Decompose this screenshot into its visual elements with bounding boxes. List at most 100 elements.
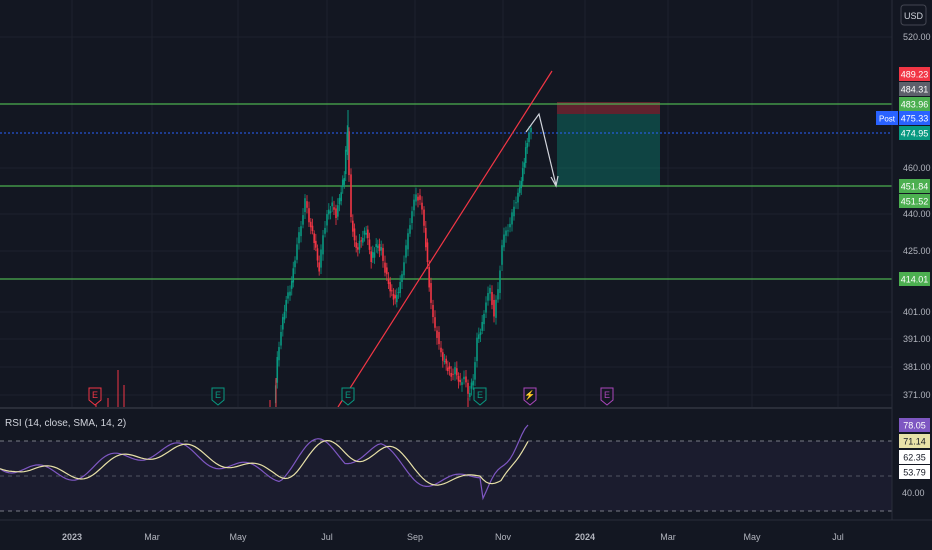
candle-body — [386, 267, 388, 275]
earnings-marker[interactable]: E — [341, 387, 355, 406]
time-axis-label: May — [743, 532, 761, 542]
rsi-badge: 78.05 — [899, 418, 930, 432]
candle-body — [515, 202, 517, 204]
candle-body — [283, 311, 286, 320]
rsi-badge-bg — [899, 450, 930, 464]
currency-button[interactable]: USD — [900, 4, 927, 26]
candle-body — [448, 366, 451, 369]
candle-body — [290, 280, 293, 289]
candle-body — [280, 331, 282, 346]
candle-body — [442, 352, 444, 361]
candle-body — [489, 287, 491, 294]
candle-body — [289, 291, 291, 296]
candle-body — [292, 268, 295, 283]
horizontal-levels[interactable] — [0, 103, 892, 280]
candle-body — [511, 212, 513, 225]
rsi-title[interactable]: RSI (14, close, SMA, 14, 2) — [5, 418, 126, 429]
time-axis: 2023 Mar May Jul Sep Nov 2024 Mar May Jul — [62, 532, 844, 542]
candle-body — [407, 233, 409, 250]
rsi-badge-value: 62.35 — [903, 453, 926, 463]
candle-body — [457, 375, 460, 382]
candle-body — [450, 372, 452, 377]
candle-body — [396, 294, 398, 303]
candle-body — [350, 174, 352, 218]
marker-label: E — [92, 390, 98, 400]
candle-body — [353, 228, 356, 241]
candle-body — [394, 295, 396, 299]
projection-arrow[interactable] — [525, 112, 557, 186]
candle-body — [403, 262, 405, 276]
trend-line[interactable] — [337, 70, 553, 408]
candle-body — [294, 260, 296, 268]
candle-body — [409, 225, 411, 234]
earnings-marker[interactable]: ⚡ — [523, 387, 537, 406]
time-axis-label: Sep — [407, 532, 423, 542]
candle-body — [401, 274, 403, 283]
time-axis-background[interactable] — [0, 520, 932, 550]
candle-body — [434, 317, 436, 328]
candle-body — [340, 192, 342, 202]
time-axis-label: Jul — [321, 532, 333, 542]
candle-body — [322, 235, 324, 255]
candle-body — [338, 197, 341, 205]
candle-body — [478, 334, 480, 339]
candle-body — [391, 290, 393, 292]
price-badge-bg — [899, 272, 930, 286]
candle-body — [302, 215, 304, 225]
price-badge-value: 451.84 — [901, 182, 929, 192]
candle-body — [467, 382, 469, 394]
candle-body — [530, 127, 532, 133]
earnings-marker[interactable]: E — [600, 387, 614, 406]
candle-body — [440, 347, 442, 353]
candle-body — [358, 240, 361, 250]
candle-body — [493, 299, 495, 317]
price-badges: 489.23 484.31 483.96 475.33 Post 474.95 451.84… — [876, 67, 930, 286]
candle-body — [285, 300, 287, 312]
price-badge: 489.23 — [899, 67, 930, 81]
earnings-marker[interactable]: E — [473, 387, 487, 406]
candle-body — [331, 202, 333, 207]
rsi-badge: 71.14 — [899, 434, 930, 448]
marker-badge — [473, 387, 487, 406]
price-badge-value: 414.01 — [901, 275, 929, 285]
rsi-badges: 78.05 71.14 62.35 53.79 — [899, 418, 930, 479]
candle-body — [474, 362, 476, 380]
candle-body — [423, 209, 425, 226]
candle-body — [426, 242, 429, 263]
earnings-marker[interactable]: E — [88, 387, 102, 406]
rsi-badge-bg — [899, 465, 930, 479]
candle-body — [436, 330, 438, 338]
event-markers[interactable]: E E E E ⚡ E — [88, 387, 614, 406]
candle-body — [523, 162, 526, 168]
candle-body — [375, 244, 377, 248]
candle-body — [487, 293, 489, 301]
projection-arrowhead — [550, 175, 559, 188]
price-badge-bg — [899, 179, 930, 193]
currency-button-frame[interactable] — [900, 4, 927, 26]
currency-label[interactable]: USD — [904, 11, 924, 21]
stop-zone[interactable] — [557, 102, 660, 114]
price-badge-value: 489.23 — [901, 70, 929, 80]
price-scale-label: 391.00 — [903, 334, 931, 344]
rsi-ma-line — [0, 439, 529, 486]
short-position-tool[interactable] — [557, 102, 660, 187]
earnings-marker[interactable]: E — [211, 387, 225, 406]
candle-body — [276, 357, 279, 383]
candle-body — [499, 270, 501, 293]
candle-body — [346, 132, 349, 152]
price-badge-bg — [899, 194, 930, 208]
candle-body — [405, 245, 407, 258]
candle-body — [300, 226, 302, 237]
candle-body — [362, 237, 364, 243]
marker-label: E — [215, 390, 221, 400]
marker-badge — [600, 387, 614, 406]
candle-body — [461, 382, 463, 386]
candle-body — [341, 179, 344, 188]
price-badge-value: 483.96 — [901, 100, 929, 110]
target-zone[interactable] — [557, 114, 660, 187]
price-scale-label: 371.00 — [903, 390, 931, 400]
rsi-line — [0, 424, 529, 501]
rsi-scale-label: 40.00 — [902, 488, 925, 498]
candle-body — [282, 317, 284, 330]
